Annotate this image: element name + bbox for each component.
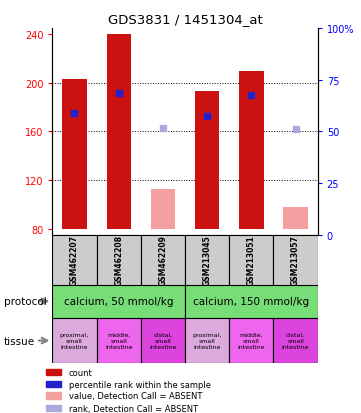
- Bar: [283, 207, 308, 229]
- Bar: [185, 235, 229, 285]
- Bar: [141, 318, 185, 363]
- Bar: [274, 318, 318, 363]
- Text: middle,
small
intestine: middle, small intestine: [238, 332, 265, 349]
- Text: GSM213051: GSM213051: [247, 235, 256, 285]
- Bar: [141, 235, 185, 285]
- Bar: [47, 392, 61, 399]
- Text: distal,
small
intestine: distal, small intestine: [149, 332, 177, 349]
- Bar: [97, 235, 141, 285]
- Bar: [239, 71, 264, 229]
- Text: GSM462208: GSM462208: [114, 235, 123, 286]
- Text: tissue: tissue: [4, 336, 35, 346]
- Bar: [229, 318, 274, 363]
- Bar: [229, 235, 274, 285]
- Bar: [62, 80, 87, 229]
- Bar: [47, 381, 61, 387]
- Text: GSM462207: GSM462207: [70, 235, 79, 286]
- Text: value, Detection Call = ABSENT: value, Detection Call = ABSENT: [69, 391, 202, 400]
- Bar: [185, 318, 229, 363]
- Text: middle,
small
intestine: middle, small intestine: [105, 332, 132, 349]
- Text: protocol: protocol: [4, 297, 46, 306]
- Text: proximal,
small
intestine: proximal, small intestine: [60, 332, 89, 349]
- Text: rank, Detection Call = ABSENT: rank, Detection Call = ABSENT: [69, 404, 198, 413]
- Text: proximal,
small
intestine: proximal, small intestine: [192, 332, 222, 349]
- Bar: [52, 318, 97, 363]
- Bar: [106, 35, 131, 229]
- Bar: [52, 285, 185, 318]
- Text: calcium, 150 mmol/kg: calcium, 150 mmol/kg: [193, 297, 309, 306]
- Text: percentile rank within the sample: percentile rank within the sample: [69, 380, 211, 389]
- Text: count: count: [69, 368, 92, 377]
- Text: GSM462209: GSM462209: [158, 235, 168, 285]
- Text: distal,
small
intestine: distal, small intestine: [282, 332, 309, 349]
- Text: GSM213045: GSM213045: [203, 235, 212, 285]
- Bar: [185, 285, 318, 318]
- Bar: [47, 369, 61, 375]
- Bar: [52, 235, 97, 285]
- Bar: [151, 189, 175, 229]
- Title: GDS3831 / 1451304_at: GDS3831 / 1451304_at: [108, 13, 262, 26]
- Bar: [47, 405, 61, 411]
- Bar: [195, 92, 219, 229]
- Text: calcium, 50 mmol/kg: calcium, 50 mmol/kg: [64, 297, 173, 306]
- Bar: [97, 318, 141, 363]
- Bar: [274, 235, 318, 285]
- Text: GSM213057: GSM213057: [291, 235, 300, 285]
